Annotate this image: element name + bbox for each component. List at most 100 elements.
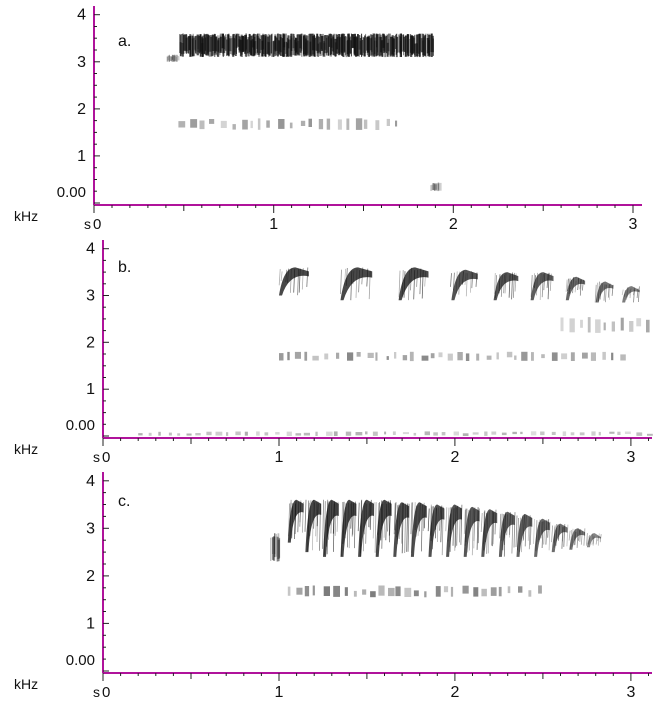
syllable-streak [626, 288, 629, 298]
energy-mark [277, 39, 279, 53]
syllable-streak [465, 508, 468, 543]
energy-mark [317, 43, 320, 57]
syllable [565, 276, 586, 301]
energy-mark [629, 321, 634, 332]
energy-mark [562, 431, 567, 436]
syllable-streak [470, 270, 472, 293]
syllable-streak [394, 502, 397, 531]
syllable-streak [322, 499, 324, 549]
energy-mark [300, 120, 306, 126]
energy-mark [367, 352, 374, 358]
energy-mark [322, 33, 324, 56]
x-tick-label: 3 [626, 449, 635, 466]
syllable-streak [299, 500, 302, 523]
energy-mark [636, 318, 642, 327]
syllable-streak [435, 507, 437, 530]
syllable-arch [565, 276, 586, 301]
y-zero-label: 0.00 [66, 417, 95, 434]
energy-mark [384, 37, 386, 58]
syllable-streak [580, 531, 583, 545]
syllable-streak [299, 501, 302, 527]
syllable-streak [570, 529, 572, 549]
syllable-streak [404, 503, 407, 554]
syllable-arch [340, 499, 357, 557]
syllable-streak [364, 500, 366, 535]
syllable-streak [577, 277, 580, 291]
energy-mark [168, 55, 170, 62]
syllable-streak [469, 510, 471, 551]
energy-mark [272, 536, 276, 561]
energy-mark [267, 41, 269, 55]
syllable-streak [455, 271, 458, 294]
energy-mark [316, 34, 318, 54]
energy-mark [277, 539, 280, 562]
energy-mark [402, 355, 408, 361]
syllable-streak [298, 268, 301, 293]
syllable-streak [389, 502, 391, 543]
x-tick-label: 2 [449, 216, 458, 233]
energy-mark [424, 431, 430, 436]
energy-mark [415, 34, 417, 54]
energy-mark [303, 432, 310, 436]
energy-mark [328, 33, 331, 47]
energy-mark [170, 56, 172, 61]
energy-mark [579, 432, 585, 436]
energy-mark [174, 54, 177, 62]
syllable [410, 502, 427, 557]
energy-mark [286, 43, 288, 57]
energy-mark [392, 431, 396, 435]
energy-mark [375, 352, 378, 361]
syllable-streak [598, 281, 600, 302]
syllable-streak [534, 275, 536, 289]
syllable-streak [506, 514, 509, 536]
energy-mark [362, 589, 367, 595]
syllable-streak [357, 502, 360, 532]
syllable-streak [592, 535, 595, 546]
syllable-streak [293, 269, 296, 293]
energy-mark [228, 37, 230, 56]
energy-mark [304, 351, 308, 361]
energy-mark [286, 431, 292, 436]
energy-mark [138, 433, 143, 436]
syllable-streak [288, 503, 290, 537]
syllable-arch [622, 286, 640, 303]
syllable-streak [416, 269, 418, 287]
syllable [393, 502, 410, 557]
energy-mark [308, 118, 312, 127]
syllable-streak [509, 511, 511, 535]
syllable-streak [383, 501, 386, 538]
energy-mark [355, 36, 358, 57]
energy-mark [531, 352, 534, 361]
syllable-streak [454, 507, 457, 548]
syllable-streak [304, 499, 307, 532]
syllable [427, 504, 445, 557]
energy-mark [512, 431, 517, 435]
energy-mark [540, 431, 545, 436]
energy-mark [255, 34, 257, 54]
energy-mark [617, 431, 621, 435]
energy-mark [335, 33, 337, 54]
syllable-streak [562, 527, 564, 542]
syllable-streak [319, 503, 321, 551]
energy-band [430, 182, 442, 192]
energy-mark [313, 34, 315, 55]
energy-mark [176, 54, 178, 62]
energy-band [560, 317, 650, 333]
y-tick-label: 1 [77, 148, 86, 165]
energy-mark [423, 35, 426, 56]
energy-mark [234, 38, 236, 53]
energy-mark [253, 41, 256, 56]
syllable-streak [287, 268, 289, 284]
syllable-arch [516, 514, 533, 557]
energy-mark [386, 34, 388, 51]
syllable-streak [480, 512, 483, 533]
energy-mark [173, 54, 175, 62]
syllable-streak [374, 502, 377, 553]
energy-mark [312, 355, 319, 361]
energy-mark [270, 537, 272, 561]
syllable-streak [380, 500, 383, 541]
energy-mark [325, 35, 327, 54]
energy-mark [269, 34, 271, 56]
syllable-streak [328, 501, 330, 540]
y-unit-label: kHz [14, 676, 38, 692]
